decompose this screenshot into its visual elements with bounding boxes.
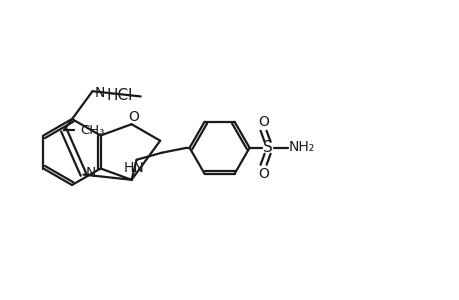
Text: N: N (85, 166, 95, 180)
Text: O: O (257, 167, 269, 181)
Text: HN: HN (123, 161, 144, 175)
Text: HCl: HCl (106, 88, 133, 103)
Text: O: O (128, 110, 139, 124)
Text: NH₂: NH₂ (288, 140, 314, 154)
Text: S: S (262, 140, 272, 155)
Text: N: N (94, 86, 105, 100)
Text: CH₃: CH₃ (80, 124, 104, 137)
Text: O: O (257, 115, 269, 129)
